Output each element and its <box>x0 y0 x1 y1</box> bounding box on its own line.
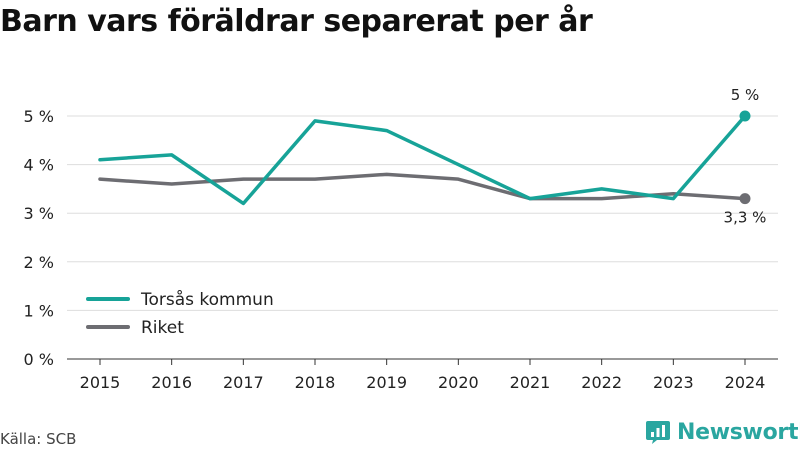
y-tick-label: 1 % <box>24 301 54 320</box>
source-note: Källa: SCB <box>0 430 77 448</box>
legend-label-torsas-kommun: Torsås kommun <box>140 289 274 310</box>
x-tick-label: 2024 <box>725 373 766 392</box>
chart-title: Barn vars föräldrar separerat per år <box>0 4 593 39</box>
y-tick-label: 5 % <box>24 107 54 126</box>
end-value-label-riket: 3,3 % <box>724 209 767 227</box>
x-tick-label: 2015 <box>80 373 121 392</box>
series-line-riket <box>98 172 747 201</box>
y-tick-label: 3 % <box>24 204 54 223</box>
brand-name: Newsworthy <box>677 419 800 445</box>
legend-label-riket: Riket <box>141 318 184 338</box>
series-line-torsas-kommun <box>98 114 747 206</box>
y-tick-label: 0 % <box>24 350 54 369</box>
x-tick-label: 2022 <box>581 373 622 392</box>
x-tick-label: 2021 <box>510 373 551 392</box>
y-tick-label: 2 % <box>24 253 54 272</box>
x-tick-label: 2018 <box>295 373 336 392</box>
x-tick-label: 2023 <box>653 373 694 392</box>
x-tick-label: 2016 <box>151 373 192 392</box>
end-point-torsas-kommun <box>739 110 751 122</box>
x-tick-label: 2017 <box>223 373 264 392</box>
y-tick-label: 4 % <box>24 156 54 175</box>
x-tick-label: 2019 <box>366 373 407 392</box>
newsworthy-logo-icon <box>646 421 670 444</box>
end-point-riket <box>739 193 751 205</box>
x-tick-label: 2020 <box>438 373 479 392</box>
brand-logo[interactable]: Newsworthy <box>645 419 800 445</box>
end-value-label-torsas-kommun: 5 % <box>731 86 760 104</box>
